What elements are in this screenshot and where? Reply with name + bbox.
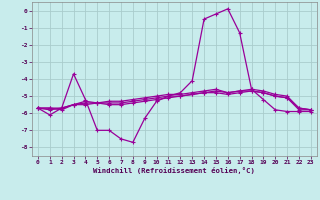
X-axis label: Windchill (Refroidissement éolien,°C): Windchill (Refroidissement éolien,°C) [93, 167, 255, 174]
